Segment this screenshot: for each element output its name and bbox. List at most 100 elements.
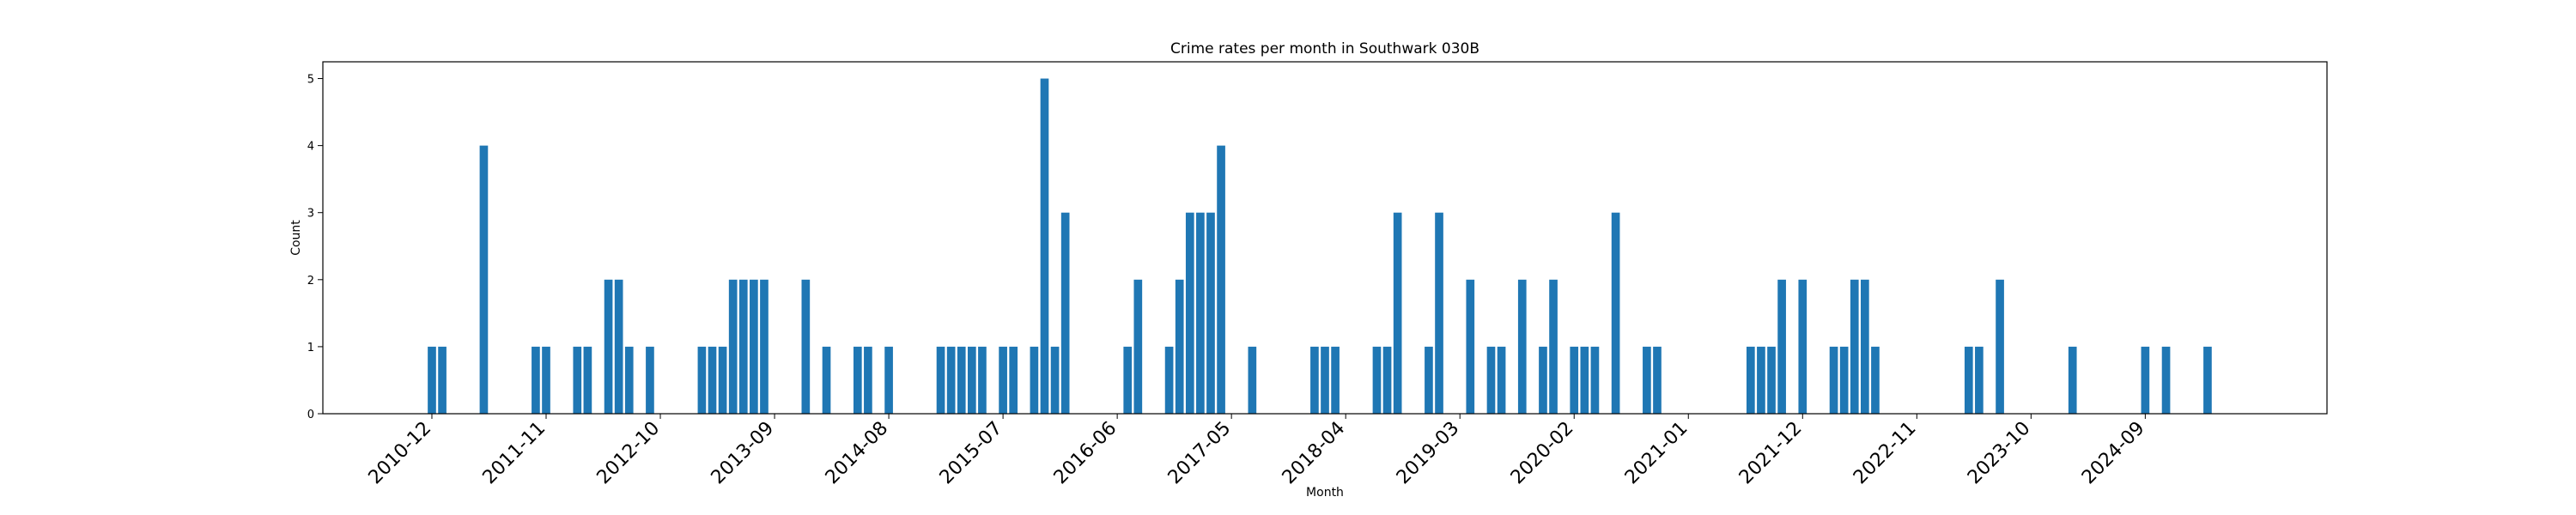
bar-2020-06	[1611, 212, 1620, 414]
bar-2022-03	[1829, 346, 1838, 414]
bar-2025-03	[2203, 346, 2212, 414]
x-tick-label-2016-06: 2016-06	[1050, 418, 1121, 489]
bar-2012-05	[604, 279, 613, 414]
y-tick-label-3: 3	[307, 208, 314, 221]
bar-2015-05	[978, 346, 987, 414]
bar-2022-05	[1850, 279, 1859, 414]
bar-2018-08	[1382, 346, 1392, 414]
bar-2011-01	[438, 346, 447, 414]
x-axis-label: Month	[1306, 486, 1344, 500]
bar-2012-07	[624, 346, 634, 414]
x-tick-label-2024-09: 2024-09	[2078, 418, 2149, 489]
bar-2024-11	[2161, 346, 2171, 414]
bar-2019-04	[1466, 279, 1475, 414]
bar-2011-10	[532, 346, 540, 414]
x-tick-label-2021-12: 2021-12	[1735, 418, 1807, 489]
bar-2013-04	[718, 346, 727, 414]
chart-title: Crime rates per month in Southwark 030B	[1170, 40, 1479, 58]
bar-2019-11	[1539, 346, 1547, 414]
bar-2013-12	[801, 279, 811, 414]
bar-2013-05	[728, 279, 738, 414]
bar-2018-01	[1310, 346, 1319, 414]
bar-2020-03	[1580, 346, 1589, 414]
bar-2010-12	[428, 346, 436, 414]
bar-2012-02	[573, 346, 582, 414]
x-tick-label-2018-04: 2018-04	[1279, 418, 1350, 489]
bar-2015-04	[967, 346, 976, 414]
bar-2021-09	[1767, 346, 1776, 414]
bar-2018-02	[1321, 346, 1329, 414]
bar-2015-08	[1009, 346, 1018, 414]
bar-2013-07	[750, 279, 758, 414]
x-ticks-group: 2010-12 2011-11 2012-10 2013-09 2014-08 2015-…	[365, 414, 2149, 488]
bar-2011-11	[542, 346, 550, 414]
bar-2024-09	[2141, 346, 2150, 414]
bar-2014-06	[864, 346, 872, 414]
bar-2015-03	[957, 346, 966, 414]
y-tick-label-0: 0	[307, 409, 314, 421]
x-tick-label-2022-11: 2022-11	[1850, 418, 1921, 489]
x-tick-label-2021-01: 2021-01	[1621, 418, 1692, 489]
bar-2024-02	[2068, 346, 2077, 414]
bar-2014-08	[884, 346, 893, 414]
y-tick-label-1: 1	[307, 342, 314, 354]
bar-2011-05	[479, 145, 489, 414]
bar-2013-02	[697, 346, 707, 414]
bar-2021-10	[1777, 279, 1786, 414]
bar-2019-01	[1435, 212, 1443, 414]
bar-2020-10	[1653, 346, 1662, 414]
bar-2018-07	[1372, 346, 1382, 414]
bars-group	[428, 78, 2212, 415]
bar-2012-06	[614, 279, 623, 414]
x-tick-label-2010-12: 2010-12	[365, 418, 436, 489]
bar-2015-01	[936, 346, 945, 414]
bar-2016-01	[1060, 212, 1070, 414]
bar-2012-09	[646, 346, 654, 414]
bar-2017-04	[1217, 145, 1225, 414]
x-tick-label-2023-10: 2023-10	[1964, 418, 2035, 489]
bar-2013-03	[708, 346, 717, 414]
y-ticks-group: 0 1 2 3 4 5	[307, 74, 323, 421]
bar-2012-03	[583, 346, 592, 414]
bar-2015-07	[999, 346, 1007, 414]
bar-2015-12	[1050, 346, 1060, 414]
bar-2013-08	[760, 279, 769, 414]
bar-2022-06	[1861, 279, 1869, 414]
bar-2018-12	[1425, 346, 1433, 414]
bar-2014-05	[853, 346, 862, 414]
bar-2023-04	[1964, 346, 1973, 414]
bar-2015-02	[946, 346, 956, 414]
plot-frame	[322, 61, 2328, 415]
bar-2016-12	[1175, 279, 1184, 414]
bar-2017-03	[1206, 212, 1215, 414]
bar-2019-12	[1549, 279, 1558, 414]
bar-2017-01	[1185, 212, 1194, 414]
x-tick-label-2020-02: 2020-02	[1507, 418, 1578, 489]
bar-2021-07	[1746, 346, 1755, 414]
bar-2019-09	[1517, 279, 1527, 414]
bar-2019-07	[1497, 346, 1506, 414]
bar-2016-07	[1123, 346, 1133, 414]
bar-2020-09	[1643, 346, 1651, 414]
y-tick-label-2: 2	[307, 275, 314, 288]
bar-2021-08	[1757, 346, 1765, 414]
x-tick-label-2011-11: 2011-11	[479, 418, 550, 489]
bar-2018-03	[1331, 346, 1340, 414]
y-axis-label: Count	[289, 220, 303, 256]
bar-2020-04	[1590, 346, 1600, 414]
bar-2018-09	[1393, 212, 1402, 414]
bar-2019-06	[1486, 346, 1496, 414]
bar-2016-08	[1133, 279, 1143, 414]
bar-2015-10	[1030, 346, 1039, 414]
bar-2015-11	[1040, 78, 1049, 415]
bar-2014-02	[822, 346, 831, 414]
y-tick-label-5: 5	[307, 74, 314, 87]
x-tick-label-2013-09: 2013-09	[708, 418, 779, 489]
bar-2023-07	[1996, 279, 2004, 414]
bar-2017-07	[1248, 346, 1257, 414]
bar-2022-04	[1839, 346, 1849, 414]
x-tick-label-2015-07: 2015-07	[936, 418, 1007, 489]
bar-2021-12	[1798, 279, 1807, 414]
x-tick-label-2019-03: 2019-03	[1393, 418, 1464, 489]
